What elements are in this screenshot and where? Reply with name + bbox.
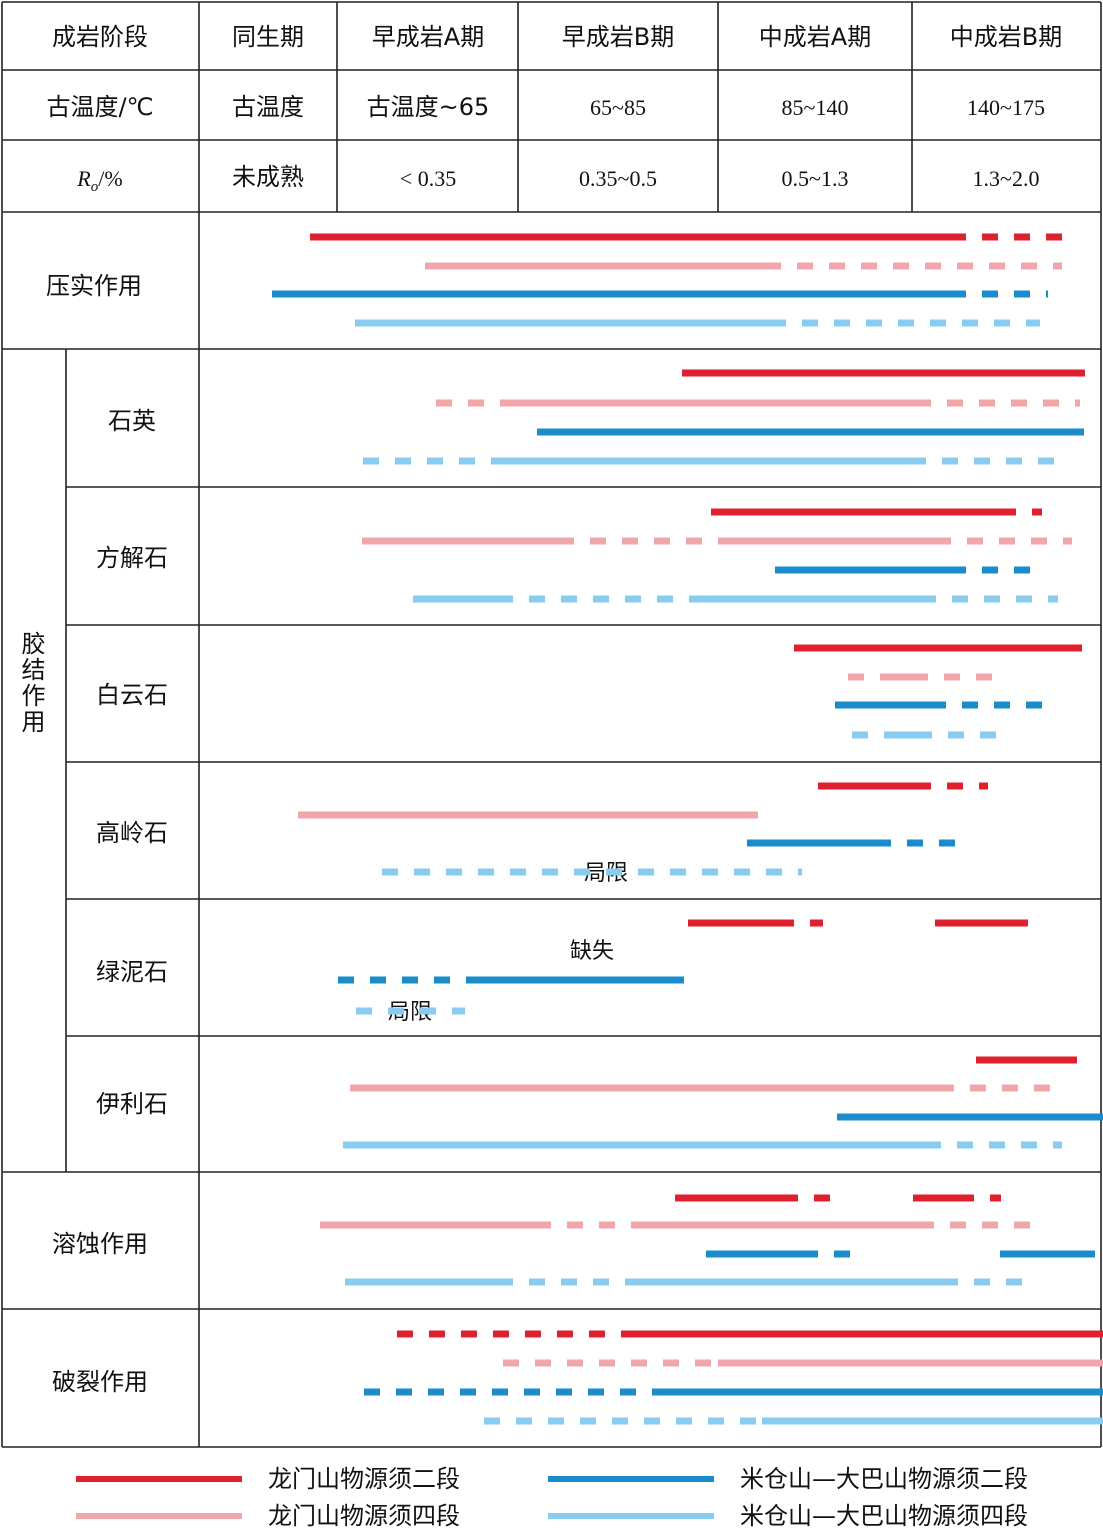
legend-label-micang-2: 米仓山—大巴山物源须二段 [740, 1465, 1028, 1493]
ro-middle-a: 0.5~1.3 [782, 166, 849, 191]
paleotemp-middle-b: 140~175 [967, 95, 1045, 120]
label-compaction: 压实作用 [46, 272, 142, 300]
header-paleotemp-label: 古温度/℃ [46, 93, 153, 121]
ro-middle-b: 1.3~2.0 [973, 166, 1040, 191]
legend: 龙门山物源须二段 米仓山—大巴山物源须二段 龙门山物源须四段 米仓山—大巴山物源… [76, 1465, 1028, 1528]
label-calcite: 方解石 [96, 544, 168, 572]
legend-label-micang-4: 米仓山—大巴山物源须四段 [740, 1502, 1028, 1528]
ro-syngenetic: 未成熟 [232, 163, 304, 191]
paleotemp-middle-a: 85~140 [782, 95, 849, 120]
legend-label-longmen-2: 龙门山物源须二段 [268, 1465, 460, 1493]
chlorite-missing-note: 缺失 [570, 939, 614, 964]
legend-label-longmen-4: 龙门山物源须四段 [268, 1502, 460, 1528]
ro-early-a: < 0.35 [400, 166, 456, 191]
header-ro-label: Ro/% [76, 166, 122, 195]
header-middle-a: 中成岩A期 [759, 23, 871, 51]
header-stage-label: 成岩阶段 [52, 23, 148, 51]
label-dissolution: 溶蚀作用 [52, 1230, 148, 1258]
label-cementation: 胶结作用 [17, 631, 45, 735]
header-early-a: 早成岩A期 [372, 23, 484, 51]
header-middle-b: 中成岩B期 [950, 23, 1062, 51]
label-illite: 伊利石 [96, 1090, 168, 1118]
paleotemp-early-a: 古温度~65 [367, 93, 490, 121]
label-quartz: 石英 [108, 407, 156, 435]
header-syngenetic: 同生期 [232, 23, 304, 51]
ro-early-b: 0.35~0.5 [579, 166, 657, 191]
table-grid [1, 1, 1102, 1448]
paleotemp-syngenetic: 古温度 [232, 93, 304, 121]
process-bars [272, 233, 1103, 1425]
label-chlorite: 绿泥石 [96, 958, 168, 986]
label-fracturing: 破裂作用 [52, 1368, 148, 1396]
header-early-b: 早成岩B期 [562, 23, 674, 51]
label-dolomite: 白云石 [96, 681, 168, 709]
label-kaolinite: 高岭石 [96, 819, 168, 847]
paleotemp-early-b: 65~85 [590, 95, 646, 120]
